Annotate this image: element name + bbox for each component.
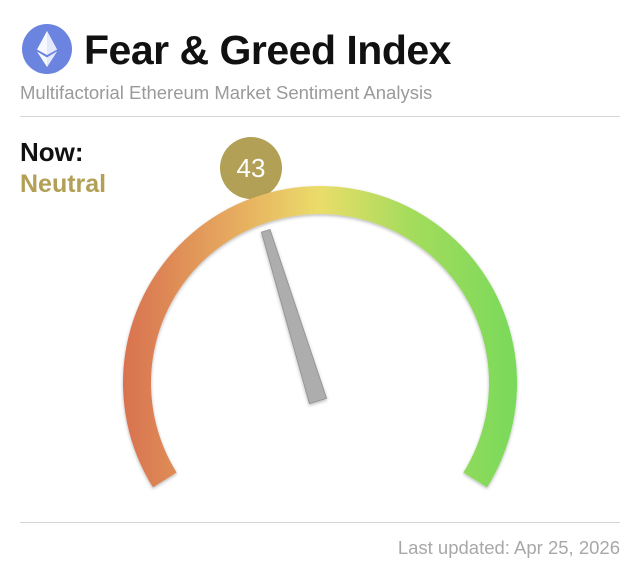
last-updated: Last updated: Apr 25, 2026	[397, 537, 620, 558]
ethereum-logo-icon	[22, 24, 72, 74]
sentiment-label: Neutral	[20, 170, 107, 198]
gauge-arc	[123, 186, 517, 488]
now-label: Now:	[20, 137, 84, 167]
page-title: Fear & Greed Index	[84, 27, 451, 73]
sentiment-gauge	[123, 186, 517, 488]
score-badge: 43	[220, 137, 282, 199]
gauge-needle	[260, 229, 328, 405]
header-divider	[20, 116, 620, 117]
footer-divider	[20, 522, 620, 523]
page-subtitle: Multifactorial Ethereum Market Sentiment…	[20, 82, 433, 103]
